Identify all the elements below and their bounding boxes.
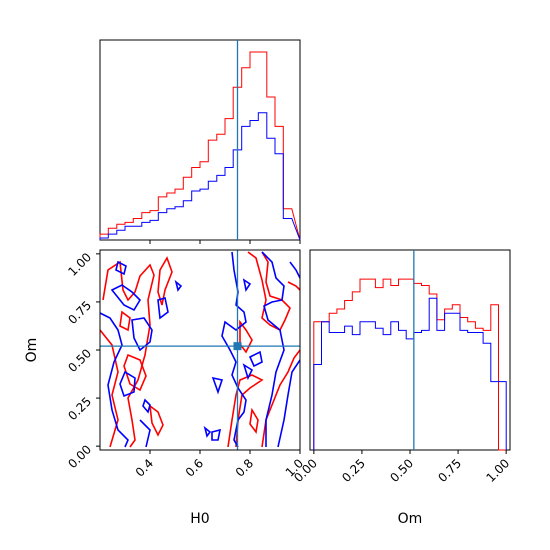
contour-red-8: [247, 251, 291, 332]
xlabel-h0: H0: [190, 511, 209, 527]
hist-om-tick-label-3: 0.50: [387, 456, 416, 485]
contour-blue-16: [277, 359, 301, 448]
contour-blue-17: [248, 350, 263, 368]
contour-blue-9: [174, 279, 183, 292]
contour-blue-6: [139, 419, 151, 448]
contour-red-3: [123, 353, 147, 392]
joint-ytick-label-2: 0.25: [65, 394, 94, 423]
xlabel-om: Om: [398, 511, 423, 527]
contour-red-9: [239, 319, 253, 354]
contour-red-1: [102, 260, 155, 448]
hist-om-panel: 0.00 0.25 0.50 0.75 1.00 Om: [291, 249, 512, 527]
joint-panel: 0.4 0.6 0.8 1.0 0.000.250.500.751.00 H0 Om: [24, 249, 306, 527]
joint-xtick-label-3: 0.8: [233, 456, 256, 479]
joint-truth-marker: [233, 342, 242, 351]
hist-om-tick-label-5: 1.00: [483, 456, 512, 485]
contour-red-4: [157, 256, 173, 306]
contour-blue-13: [221, 251, 247, 448]
contour-red-12: [249, 407, 259, 434]
hist-h0-frame: [99, 39, 301, 241]
contour-blue-10: [203, 425, 212, 438]
hist-h0-panel: [99, 39, 301, 244]
contour-blue-8: [142, 398, 151, 414]
joint-xtick-label-2: 0.6: [183, 456, 206, 479]
contour-blue-19: [242, 278, 252, 293]
contour-blue-7: [157, 296, 169, 320]
contour-series-2: [99, 251, 301, 448]
joint-frame: [99, 249, 301, 451]
hist-om-series-1: [313, 278, 507, 451]
ylabel-om: Om: [24, 338, 40, 363]
hist-om-tick-label-4: 0.75: [435, 456, 464, 485]
contour-blue-15: [289, 261, 301, 279]
contour-blue-4: [115, 260, 127, 276]
contour-blue-18: [242, 363, 254, 381]
contour-blue-12: [211, 376, 224, 395]
joint-ytick-label-5: 1.00: [65, 250, 94, 279]
joint-contours: [99, 251, 301, 448]
joint-ytick-label-3: 0.50: [65, 346, 94, 375]
contour-blue-5: [119, 370, 136, 398]
contour-red-7: [227, 374, 264, 448]
contour-red-11: [287, 281, 301, 291]
contour-blue-2: [110, 284, 142, 312]
hist-h0-series-1: [99, 51, 301, 241]
contour-red-5: [148, 404, 164, 437]
contour-blue-11: [211, 428, 222, 441]
contour-blue-1: [99, 312, 129, 448]
contour-blue-3: [131, 317, 153, 352]
hist-h0-series-2: [99, 112, 301, 241]
contour-series-1: [99, 251, 301, 448]
joint-xtick-label-1: 0.4: [133, 456, 156, 479]
contour-red-6: [119, 310, 131, 332]
hist-om-frame: [309, 249, 511, 451]
contour-blue-14: [261, 251, 285, 447]
hist-om-tick-label-2: 0.25: [339, 456, 368, 485]
joint-ytick-label-4: 0.75: [65, 298, 94, 327]
hist-om-series-2: [313, 297, 507, 450]
joint-ytick-label-1: 0.00: [65, 442, 94, 471]
